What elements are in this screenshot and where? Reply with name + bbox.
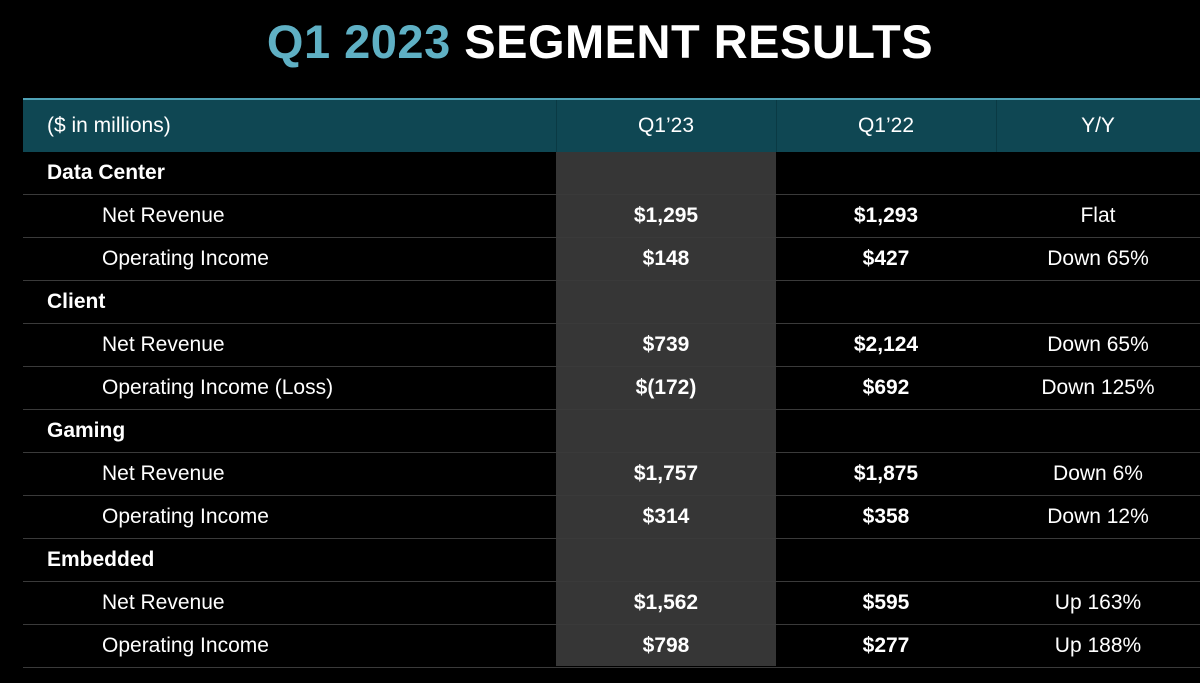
value-q1-23 [556,152,776,194]
value-q1-22: $2,124 [853,333,919,356]
value-yoy [996,281,1200,323]
value-q1-23: $148 [642,247,690,270]
value-q1-22 [776,281,996,323]
value-q1-23: $314 [642,505,690,528]
row-label: Net Revenue [102,591,225,614]
header-divider [996,100,997,152]
section-label: Gaming [47,419,126,442]
value-q1-22 [776,410,996,452]
section-row: Gaming [23,410,1200,453]
section-label: Embedded [47,548,155,571]
header-divider [556,100,557,152]
row-label: Net Revenue [102,462,225,485]
value-q1-23 [556,539,776,581]
table-row: Operating Income (Loss) $(172) $692 Down 12… [23,367,1200,410]
value-q1-23 [556,410,776,452]
row-label: Operating Income (Loss) [102,376,334,399]
value-yoy: Down 125% [1041,376,1155,399]
value-yoy: Down 65% [1047,333,1149,356]
section-label: Client [47,290,106,313]
row-label: Operating Income [102,505,269,528]
row-label: Operating Income [102,247,269,270]
value-q1-22 [776,539,996,581]
value-q1-22: $1,875 [853,462,919,485]
title-rest: SEGMENT RESULTS [450,15,934,68]
value-q1-22: $358 [862,505,910,528]
value-yoy [996,539,1200,581]
segment-results-table: ($ in millions) Q1’23 Q1’22 Y/Y Data Cen… [23,98,1200,668]
row-label: Operating Income [102,634,269,657]
section-row: Data Center [23,152,1200,195]
table-row: Net Revenue $1,562 $595 Up 163% [23,582,1200,625]
value-q1-23: $(172) [635,376,697,399]
row-label: Net Revenue [102,204,225,227]
value-q1-22: $427 [862,247,910,270]
value-yoy: Up 163% [1054,591,1142,614]
header-q1-23: Q1’23 [637,114,695,137]
row-label: Net Revenue [102,333,225,356]
section-label: Data Center [47,161,165,184]
table-row: Operating Income $798 $277 Up 188% [23,625,1200,668]
header-divider [776,100,777,152]
value-q1-22: $595 [862,591,910,614]
value-yoy: Flat [1080,204,1116,227]
header-q1-22: Q1’22 [857,114,915,137]
value-q1-23: $798 [642,634,690,657]
page-title: Q1 2023 SEGMENT RESULTS [0,14,1200,70]
value-yoy: Up 188% [1054,634,1142,657]
table-row: Operating Income $314 $358 Down 12% [23,496,1200,539]
value-yoy: Down 65% [1047,247,1149,270]
value-yoy: Down 12% [1047,505,1149,528]
title-accent: Q1 2023 [266,15,451,68]
value-q1-23: $1,757 [633,462,699,485]
table-row: Operating Income $148 $427 Down 65% [23,238,1200,281]
value-q1-22: $1,293 [853,204,919,227]
header-yoy: Y/Y [1081,114,1115,137]
value-q1-22: $277 [862,634,910,657]
value-yoy [996,152,1200,194]
header-units: ($ in millions) [47,114,171,137]
value-yoy: Down 6% [1053,462,1143,485]
table-header-row: ($ in millions) Q1’23 Q1’22 Y/Y [23,98,1200,152]
section-row: Embedded [23,539,1200,582]
value-q1-22 [776,152,996,194]
table-row: Net Revenue $739 $2,124 Down 65% [23,324,1200,367]
value-q1-23: $1,562 [633,591,699,614]
value-q1-23: $1,295 [633,204,699,227]
value-yoy [996,410,1200,452]
value-q1-23 [556,281,776,323]
table-row: Net Revenue $1,757 $1,875 Down 6% [23,453,1200,496]
value-q1-22: $692 [862,376,910,399]
table-row: Net Revenue $1,295 $1,293 Flat [23,195,1200,238]
section-row: Client [23,281,1200,324]
value-q1-23: $739 [642,333,690,356]
